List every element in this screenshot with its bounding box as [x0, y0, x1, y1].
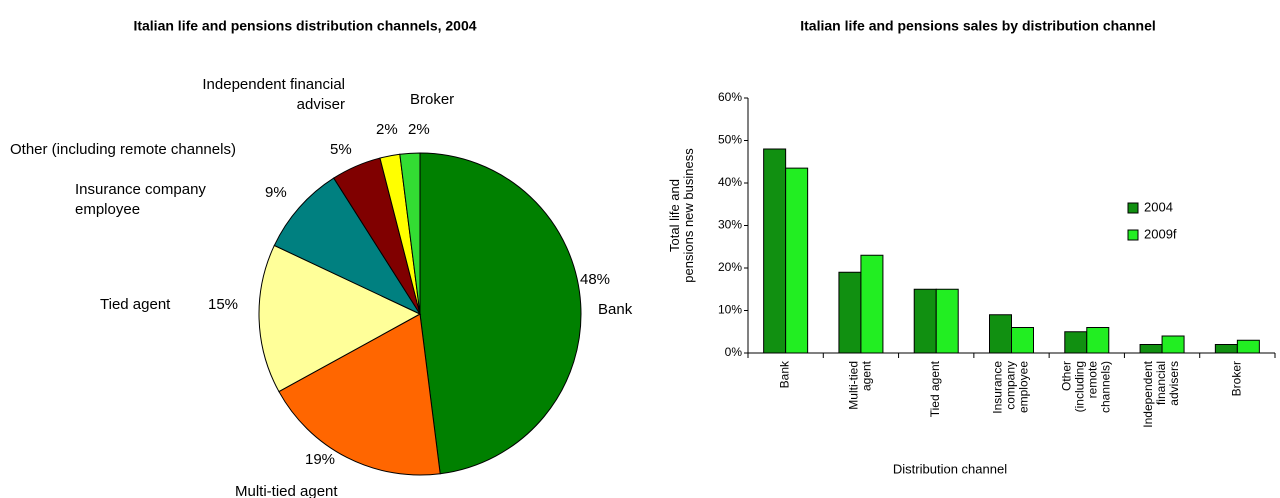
x-tick-label: Other(includingremotechannels) — [1059, 361, 1112, 413]
pie-slice — [258, 244, 422, 393]
y-tick-label: 50% — [718, 133, 742, 147]
y-axis-label: Total life andpensions new business — [667, 148, 696, 283]
y-tick-label: 10% — [718, 303, 742, 317]
y-tick-label: 30% — [718, 218, 742, 232]
legend-swatch — [1127, 229, 1139, 241]
pie-slice — [273, 177, 422, 316]
slice-name: Independent financial adviser — [202, 76, 345, 113]
pie-slice — [278, 313, 441, 476]
bar — [935, 288, 959, 354]
bar — [1086, 327, 1110, 354]
bar — [1161, 335, 1185, 354]
legend-label: 2009f — [1144, 226, 1177, 241]
legend-label: 2004 — [1144, 199, 1173, 214]
bar-title: Italian life and pensions sales by distr… — [800, 18, 1156, 34]
bar — [1011, 327, 1034, 354]
slice-value: 2% — [408, 121, 430, 138]
bar — [785, 167, 809, 354]
y-tick-label: 40% — [718, 175, 742, 189]
slice-value: 48% — [580, 271, 611, 288]
bar — [1139, 344, 1163, 354]
bar — [913, 288, 937, 354]
slice-value: 19% — [305, 451, 336, 468]
bar — [1064, 331, 1088, 354]
slice-name: Insurance company employee — [75, 181, 206, 218]
bar — [860, 254, 884, 354]
slice-value: 2% — [376, 121, 398, 138]
x-axis-label: Distribution channel — [893, 461, 1007, 476]
x-tick-label: Independentfinancialadvisers — [1141, 360, 1181, 427]
legend-swatch — [1127, 202, 1139, 214]
y-tick-label: 20% — [718, 260, 742, 274]
x-tick-label: Broker — [1230, 361, 1244, 396]
slice-name: Other (including remote channels) — [10, 141, 236, 158]
y-tick-label: 0% — [725, 345, 743, 359]
x-tick-label: Bank — [778, 360, 792, 388]
slice-name: Tied agent — [100, 296, 171, 313]
slice-value: 5% — [330, 141, 352, 158]
slice-name: Multi-tied agent — [235, 483, 338, 498]
pie-slice — [399, 152, 421, 315]
pie-slice — [419, 152, 582, 475]
x-tick-label: Multi-tiedagent — [847, 360, 874, 409]
slice-value: 15% — [208, 296, 239, 313]
bar — [989, 314, 1012, 354]
y-tick-label: 60% — [718, 90, 742, 104]
bar — [763, 148, 787, 354]
bar — [1236, 339, 1260, 354]
slice-name: Bank — [598, 301, 633, 318]
x-tick-label: Tied agent — [928, 360, 942, 417]
pie-title: Italian life and pensions distribution c… — [133, 18, 476, 34]
bar — [838, 271, 862, 354]
x-tick-label: Insurancecompanyemployee — [991, 361, 1031, 414]
slice-name: Broker — [410, 91, 455, 108]
bar — [1214, 344, 1238, 354]
slice-value: 9% — [265, 184, 287, 201]
